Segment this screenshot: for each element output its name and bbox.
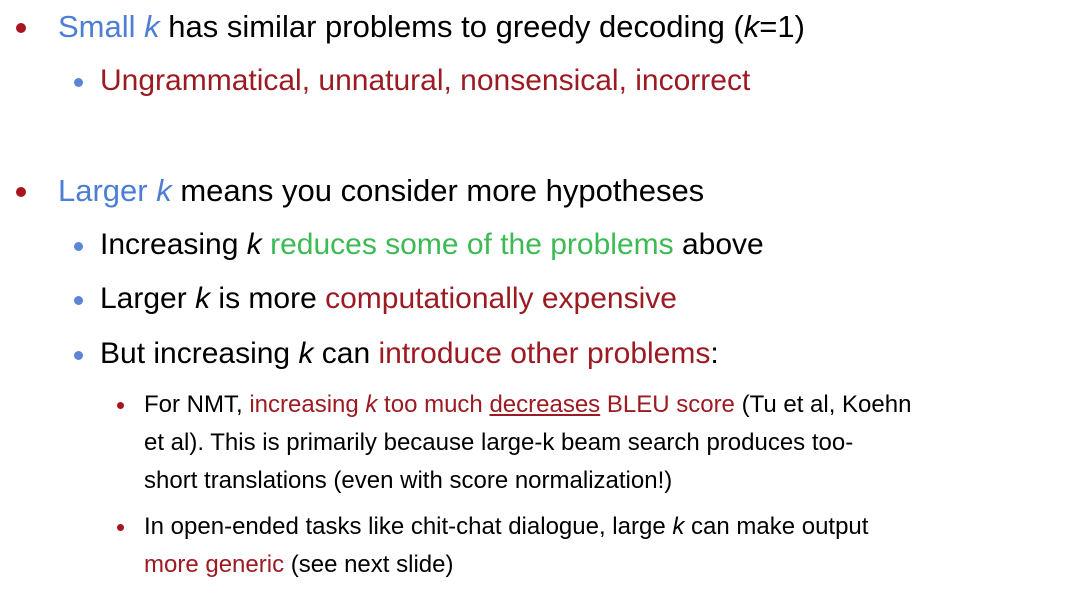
term-k: k [365,391,378,418]
bullet-dot [16,23,26,33]
sub-bullet-expensive: Larger k is more computationally expensi… [100,282,677,316]
text: above [673,228,764,261]
bullet-dot [74,78,83,87]
text: Larger [100,282,196,315]
term-k: k [195,282,211,315]
highlight-red: computationally expensive [325,282,677,315]
term-k: k [144,9,160,44]
text: has similar problems to greedy decoding … [159,9,744,44]
term-k: k [672,513,685,540]
bullet-dot [74,296,83,305]
text: =1) [759,9,805,44]
text: Increasing [100,228,247,261]
text: But increasing [100,337,299,370]
highlight-red: increasing [249,391,366,418]
text: (Tu et al, Koehn [734,391,912,418]
sub-bullet-increasing-k: Increasing k reduces some of the problem… [100,228,764,262]
highlight-red: too much [377,391,490,418]
bullet-dot [16,187,26,197]
bullet-dot [74,351,83,360]
text: : [710,337,719,370]
term-k: k [156,173,172,208]
highlight-red: introduce other problems [378,337,711,370]
bullet-dot [74,242,83,251]
bullet-larger-k: Larger k means you consider more hypothe… [58,173,704,209]
highlight-red: BLEU score [600,391,735,418]
highlight-red: more generic [144,551,285,578]
term-k: k [298,337,314,370]
term-larger: Larger [58,173,148,208]
highlight-underlined: decreases [489,391,601,418]
term-k: k [743,9,760,44]
subsub-bullet-nmt-line2: et al). This is primarily because large-… [144,429,854,456]
text: In open-ended tasks like chit-chat dialo… [144,513,673,540]
sub-bullet-other-problems: But increasing k can introduce other pro… [100,337,719,371]
bullet-dot [117,524,124,531]
text: means you consider more hypotheses [171,173,705,208]
subsub-bullet-nmt-line3: short translations (even with score norm… [144,467,673,494]
text: can make output [684,513,869,540]
subsub-bullet-generic-line1: In open-ended tasks like chit-chat dialo… [144,508,868,546]
text: For NMT, [144,391,250,418]
term-k: k [246,228,262,261]
highlight-green: reduces some of the problems [261,228,674,261]
text: is more [210,282,326,315]
bullet-dot [117,402,124,409]
bullet-small-k: Small k has similar problems to greedy d… [58,9,805,45]
text: can [313,337,379,370]
subsub-bullet-generic-line2: more generic (see next slide) [144,546,453,584]
subsub-bullet-nmt-line1: For NMT, increasing k too much decreases… [144,386,911,424]
sub-bullet-problems: Ungrammatical, unnatural, nonsensical, i… [100,64,751,97]
text: (see next slide) [284,551,454,578]
term-small: Small [58,9,136,44]
